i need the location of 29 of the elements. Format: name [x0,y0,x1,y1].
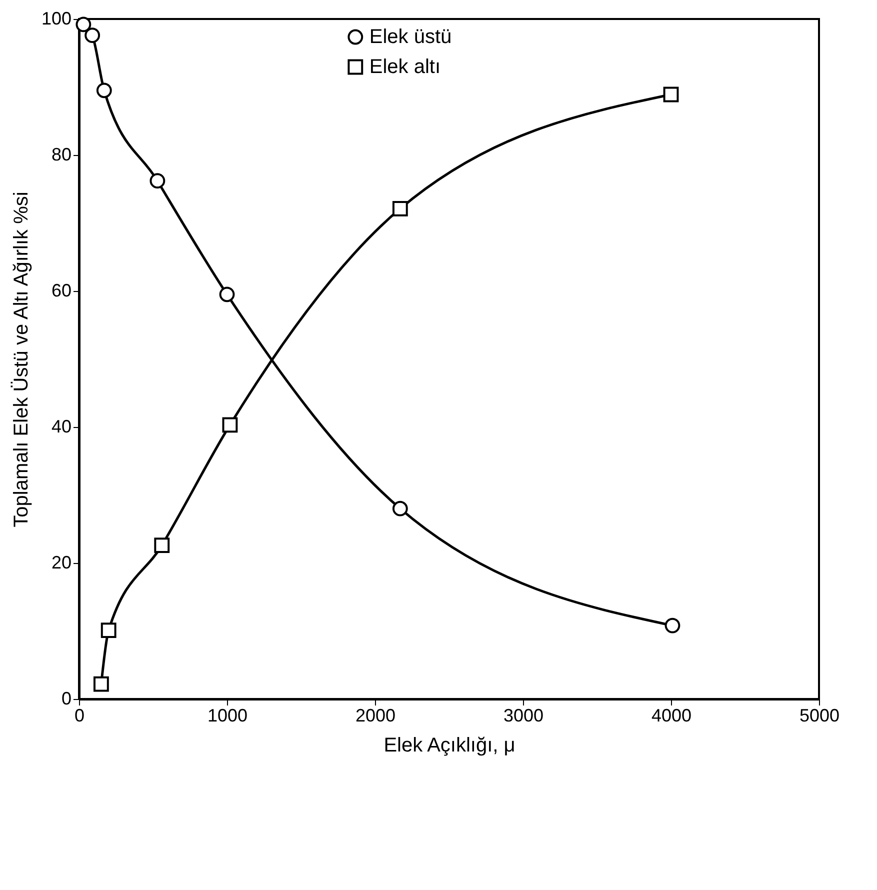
point [392,201,408,216]
x-tick-label: 2000 [355,706,396,726]
y-axis-title: Toplamalı Elek Üstü ve Altı Ağırlık %si [10,192,32,528]
point [222,417,238,433]
x-tick-label: 4000 [651,706,692,726]
point [392,500,408,516]
point [154,538,170,554]
x-tick-label: 3000 [503,706,544,726]
point [96,82,112,98]
y-tick-label: 20 [51,552,72,572]
x-tick-label: 0 [74,706,85,726]
point [84,28,100,44]
x-axis-title: Elek Açıklığı, μ [384,734,516,756]
y-tick-label: 100 [41,8,72,28]
y-tick-label: 60 [51,280,72,300]
legend-label: Elek altı [369,56,441,78]
point [150,173,166,189]
point [100,622,116,638]
y-tick-label: 80 [51,144,72,164]
point [93,676,109,692]
x-tick-label: 1000 [207,706,248,726]
point [76,16,92,32]
y-tick-label: 0 [61,688,72,708]
x-tick-label: 5000 [799,706,840,726]
y-tick-label: 40 [51,416,72,436]
point [219,286,235,302]
legend-label: Elek üstü [369,26,452,48]
point [664,618,680,634]
point [663,86,679,102]
